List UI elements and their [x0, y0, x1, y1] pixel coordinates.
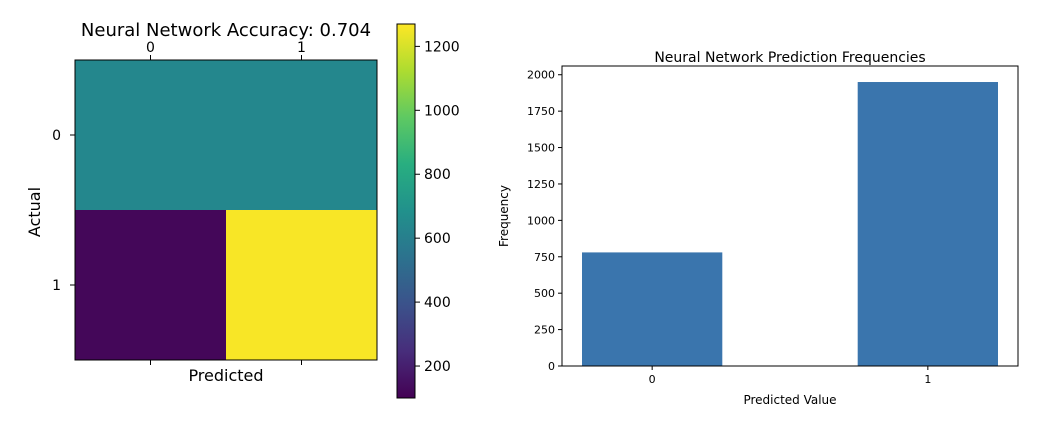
bar-y-tick-label: 250: [534, 324, 555, 337]
colorbar-tick-label: 1000: [424, 103, 460, 119]
heatmap-chart: 0 1 0 1 Predicted Actual Neural Network Acc…: [25, 20, 460, 399]
heatmap-cell: [226, 210, 377, 360]
bar-plot-frame: [561, 65, 1019, 367]
heatmap-y-tick-label: 0: [52, 128, 61, 144]
bar-x-tick-label: 1: [924, 373, 931, 386]
heatmap-x-tick-label: 0: [146, 40, 155, 56]
bar: [582, 252, 723, 366]
bar-x-tick-label: 0: [649, 373, 656, 386]
colorbar-tick-label: 400: [424, 295, 451, 311]
heatmap-x-tick-label: 1: [297, 40, 306, 56]
colorbar-tick-label: 1200: [424, 39, 460, 55]
bar-y-tick-label: 2000: [527, 69, 555, 82]
bar-title: Neural Network Prediction Frequencies: [654, 50, 925, 66]
bar-marks: [582, 82, 998, 367]
heatmap-title: Neural Network Accuracy: 0.704: [81, 20, 371, 41]
colorbar-tick-label: 800: [424, 167, 451, 183]
heatmap-frame: [74, 59, 378, 361]
colorbar-tick-label: 600: [424, 231, 451, 247]
heatmap-cell: [75, 60, 226, 210]
bar-xlabel: Predicted Value: [743, 393, 836, 407]
heatmap-ticks: 0 1 0 1: [52, 40, 306, 365]
bar-y-tick-label: 750: [534, 251, 555, 264]
bar-y-tick-label: 1500: [527, 142, 555, 155]
bar-ylabel: Frequency: [497, 185, 511, 247]
bar: [857, 82, 998, 367]
bar-y-tick-label: 1750: [527, 105, 555, 118]
bar-y-tick-label: 0: [548, 360, 555, 373]
heatmap-cells: [75, 60, 377, 360]
heatmap-ylabel: Actual: [25, 187, 44, 237]
heatmap-cell: [226, 60, 377, 210]
bar-chart: 0 1 0 250 500 750 1000 1250 1500 1750 2000 Neural …: [497, 50, 1019, 407]
colorbar-ticks: 200 400 600 800 1000 1200: [415, 39, 460, 375]
bar-ticks: 0 1 0 250 500 750 1000 1250 1500 1750 2000: [527, 69, 931, 386]
heatmap-xlabel: Predicted: [188, 366, 263, 385]
bar-y-tick-label: 1000: [527, 214, 555, 227]
colorbar: [396, 23, 416, 399]
bar-y-tick-label: 1250: [527, 178, 555, 191]
heatmap-cell: [75, 210, 226, 360]
colorbar-tick-label: 200: [424, 359, 451, 375]
bar-y-tick-label: 500: [534, 287, 555, 300]
heatmap-y-tick-label: 1: [52, 278, 61, 294]
